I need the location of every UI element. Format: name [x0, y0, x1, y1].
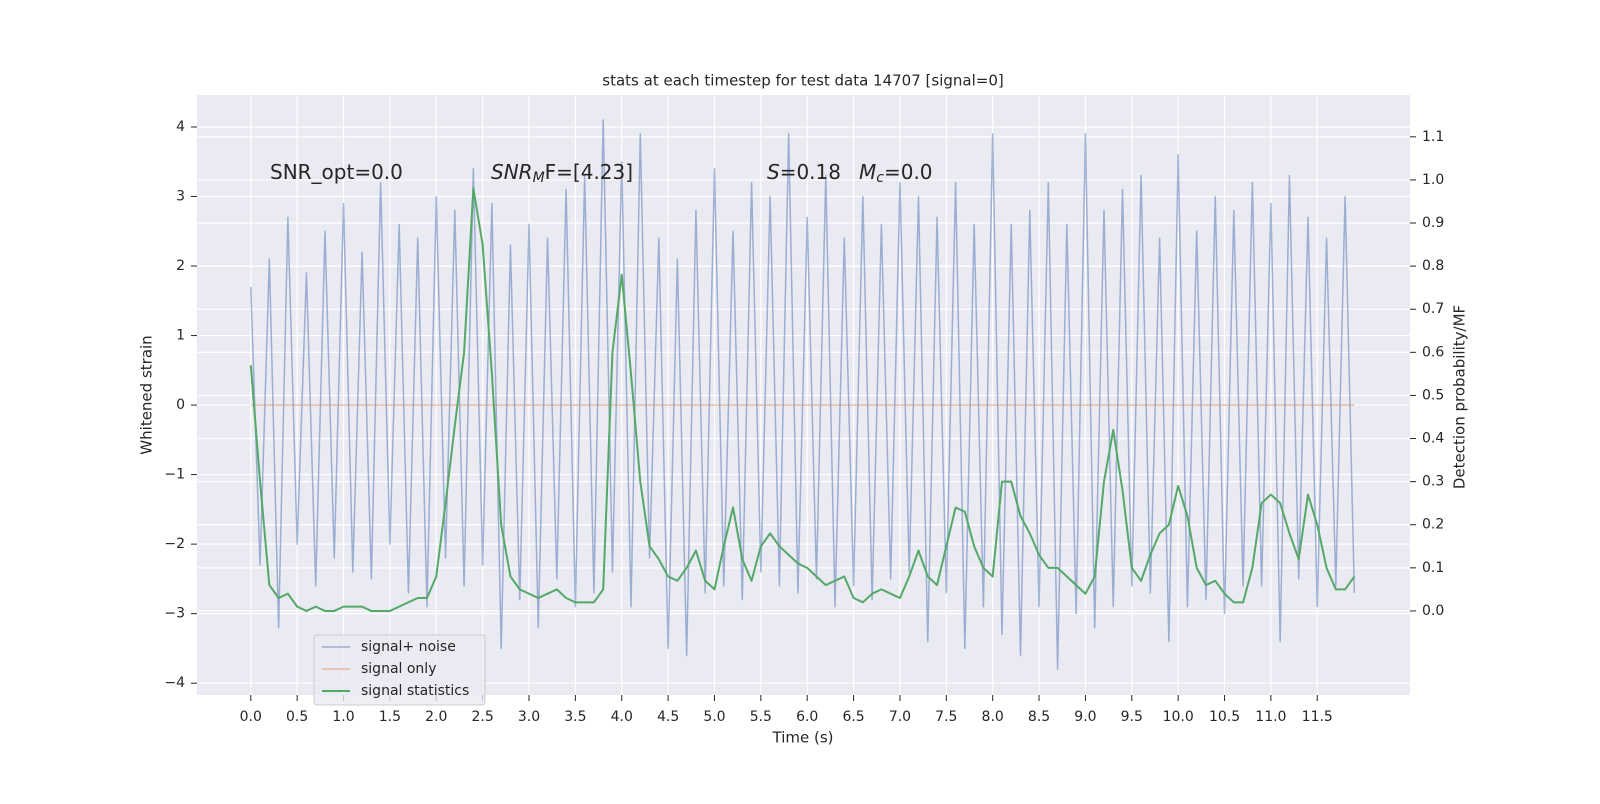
y-tick-label: −1	[164, 467, 185, 483]
y-axis-label: Whitened strain	[138, 335, 156, 454]
x-tick-label: 9.5	[1121, 709, 1143, 725]
y2-tick-label: 0.1	[1422, 560, 1444, 576]
y2-tick-label: 0.9	[1422, 215, 1444, 231]
annotation-part: M	[859, 160, 876, 184]
annotation: Mc=0.0	[859, 160, 933, 187]
annotation-part: =0.18	[780, 160, 841, 184]
legend-label: signal statistics	[361, 683, 469, 699]
annotation-part: M	[533, 170, 545, 186]
annotation-part: c	[876, 170, 884, 186]
x-tick-label: 9.0	[1074, 709, 1096, 725]
legend-label: signal+ noise	[361, 639, 456, 655]
y-tick-label: 3	[176, 189, 185, 205]
y2-tick-label: 0.3	[1422, 474, 1444, 490]
x-tick-label: 11.0	[1255, 709, 1286, 725]
x-tick-label: 2.5	[471, 709, 493, 725]
x-tick-label: 4.5	[657, 709, 679, 725]
y2-tick-label: 0.4	[1422, 431, 1444, 447]
legend-box	[313, 634, 486, 706]
x-tick-label: 11.5	[1302, 709, 1333, 725]
x-tick-label: 4.0	[611, 709, 633, 725]
annotation-part: =0.0	[884, 160, 933, 184]
annotation-part: SNR_opt=0.0	[270, 160, 403, 184]
x-tick-label: 2.0	[425, 709, 447, 725]
y2-tick-label: 0.8	[1422, 258, 1444, 274]
y2-tick-label: 1.1	[1422, 129, 1444, 145]
y-tick-label: 1	[176, 328, 185, 344]
y-tick-label: 0	[176, 397, 185, 413]
x-tick-label: 6.0	[796, 709, 818, 725]
annotation: S=0.18	[767, 160, 841, 184]
x-axis-label: Time (s)	[772, 729, 834, 747]
x-tick-label: 7.0	[889, 709, 911, 725]
annotation: SNR_opt=0.0	[270, 160, 403, 184]
y2-tick-label: 0.0	[1422, 603, 1444, 619]
y2-tick-label: 0.5	[1422, 387, 1444, 403]
y-tick-label: 4	[176, 119, 185, 135]
y2-axis-label: Detection probability/MF	[1451, 305, 1469, 489]
x-tick-label: 6.5	[842, 709, 864, 725]
y2-tick-label: 0.2	[1422, 517, 1444, 533]
annotation-part: SNR	[491, 160, 533, 184]
y2-tick-label: 0.6	[1422, 344, 1444, 360]
chart-title: stats at each timestep for test data 147…	[602, 72, 1003, 90]
y2-tick-label: 1.0	[1422, 172, 1444, 188]
y-tick-label: 2	[176, 258, 185, 274]
annotation-part: S	[767, 160, 780, 184]
x-tick-label: 1.5	[379, 709, 401, 725]
x-tick-label: 8.0	[982, 709, 1004, 725]
x-tick-label: 8.5	[1028, 709, 1050, 725]
x-tick-label: 10.0	[1163, 709, 1194, 725]
y-tick-label: −4	[164, 675, 185, 691]
y-tick-label: −3	[164, 606, 185, 622]
x-tick-label: 7.5	[935, 709, 957, 725]
series-line	[249, 187, 1356, 612]
x-tick-label: 3.5	[564, 709, 586, 725]
y-tick-label: −2	[164, 536, 185, 552]
legend-label: signal only	[361, 661, 436, 677]
x-tick-label: 5.5	[750, 709, 772, 725]
x-tick-label: 0.5	[286, 709, 308, 725]
x-tick-label: 3.0	[518, 709, 540, 725]
annotation-part: F=[4.23]	[545, 160, 633, 184]
x-tick-label: 10.5	[1209, 709, 1240, 725]
annotation: SNRMF=[4.23]	[491, 160, 633, 187]
x-tick-label: 5.0	[703, 709, 725, 725]
y2-tick-label: 0.7	[1422, 301, 1444, 317]
x-tick-label: 0.0	[240, 709, 262, 725]
x-tick-label: 1.0	[332, 709, 354, 725]
